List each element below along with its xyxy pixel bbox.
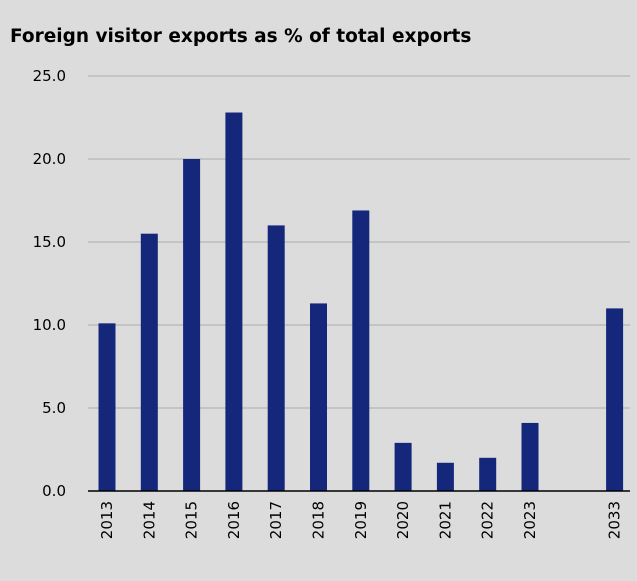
chart-title: Foreign visitor exports as % of total ex… bbox=[10, 26, 472, 47]
x-tick-label: 2016 bbox=[225, 501, 243, 539]
y-tick-label: 15.0 bbox=[33, 233, 66, 251]
x-tick-label: 2014 bbox=[140, 501, 158, 539]
bar-2016 bbox=[225, 112, 243, 492]
x-axis-labels: 2013 2014 2015 2016 2017 2018 2019 2020 2021 2022… bbox=[98, 501, 624, 539]
bar-2013 bbox=[98, 323, 116, 491]
bar-2022 bbox=[479, 457, 497, 491]
y-tick-label: 20.0 bbox=[33, 150, 66, 168]
y-tick-label: 0.0 bbox=[42, 482, 66, 500]
x-tick-label: 2033 bbox=[606, 501, 624, 539]
bar-2014 bbox=[140, 233, 158, 491]
y-tick-label: 5.0 bbox=[42, 399, 66, 417]
bar-2020 bbox=[394, 442, 412, 491]
bar-2015 bbox=[183, 159, 201, 491]
y-axis-ticks: 0.0 5.0 10.0 15.0 20.0 25.0 bbox=[33, 67, 66, 500]
x-tick-label: 2022 bbox=[479, 501, 497, 539]
bar-2017 bbox=[267, 225, 285, 491]
x-tick-label: 2023 bbox=[521, 501, 539, 539]
x-tick-label: 2020 bbox=[394, 501, 412, 539]
bar-2023 bbox=[521, 422, 539, 491]
bar-2019 bbox=[352, 210, 370, 491]
x-tick-label: 2015 bbox=[183, 501, 201, 539]
x-tick-label: 2013 bbox=[98, 501, 116, 539]
bars bbox=[98, 112, 624, 492]
bar-2018 bbox=[310, 303, 327, 491]
y-tick-label: 25.0 bbox=[33, 67, 66, 85]
bar-2033 bbox=[606, 308, 624, 491]
x-tick-label: 2021 bbox=[436, 501, 454, 539]
bar-2021 bbox=[436, 462, 454, 491]
y-tick-label: 10.0 bbox=[33, 316, 66, 334]
x-tick-label: 2017 bbox=[267, 501, 285, 539]
x-tick-label: 2018 bbox=[310, 501, 328, 539]
x-tick-label: 2019 bbox=[352, 501, 370, 539]
